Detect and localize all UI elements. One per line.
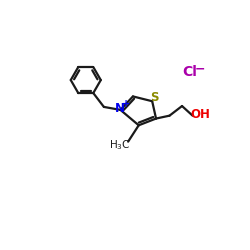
Text: +: + (122, 99, 130, 109)
Text: N: N (114, 102, 124, 115)
Text: Cl: Cl (182, 65, 197, 79)
Text: OH: OH (190, 108, 210, 121)
Text: −: − (194, 62, 205, 76)
Text: H$_3$C: H$_3$C (109, 138, 130, 152)
Text: S: S (150, 91, 159, 104)
